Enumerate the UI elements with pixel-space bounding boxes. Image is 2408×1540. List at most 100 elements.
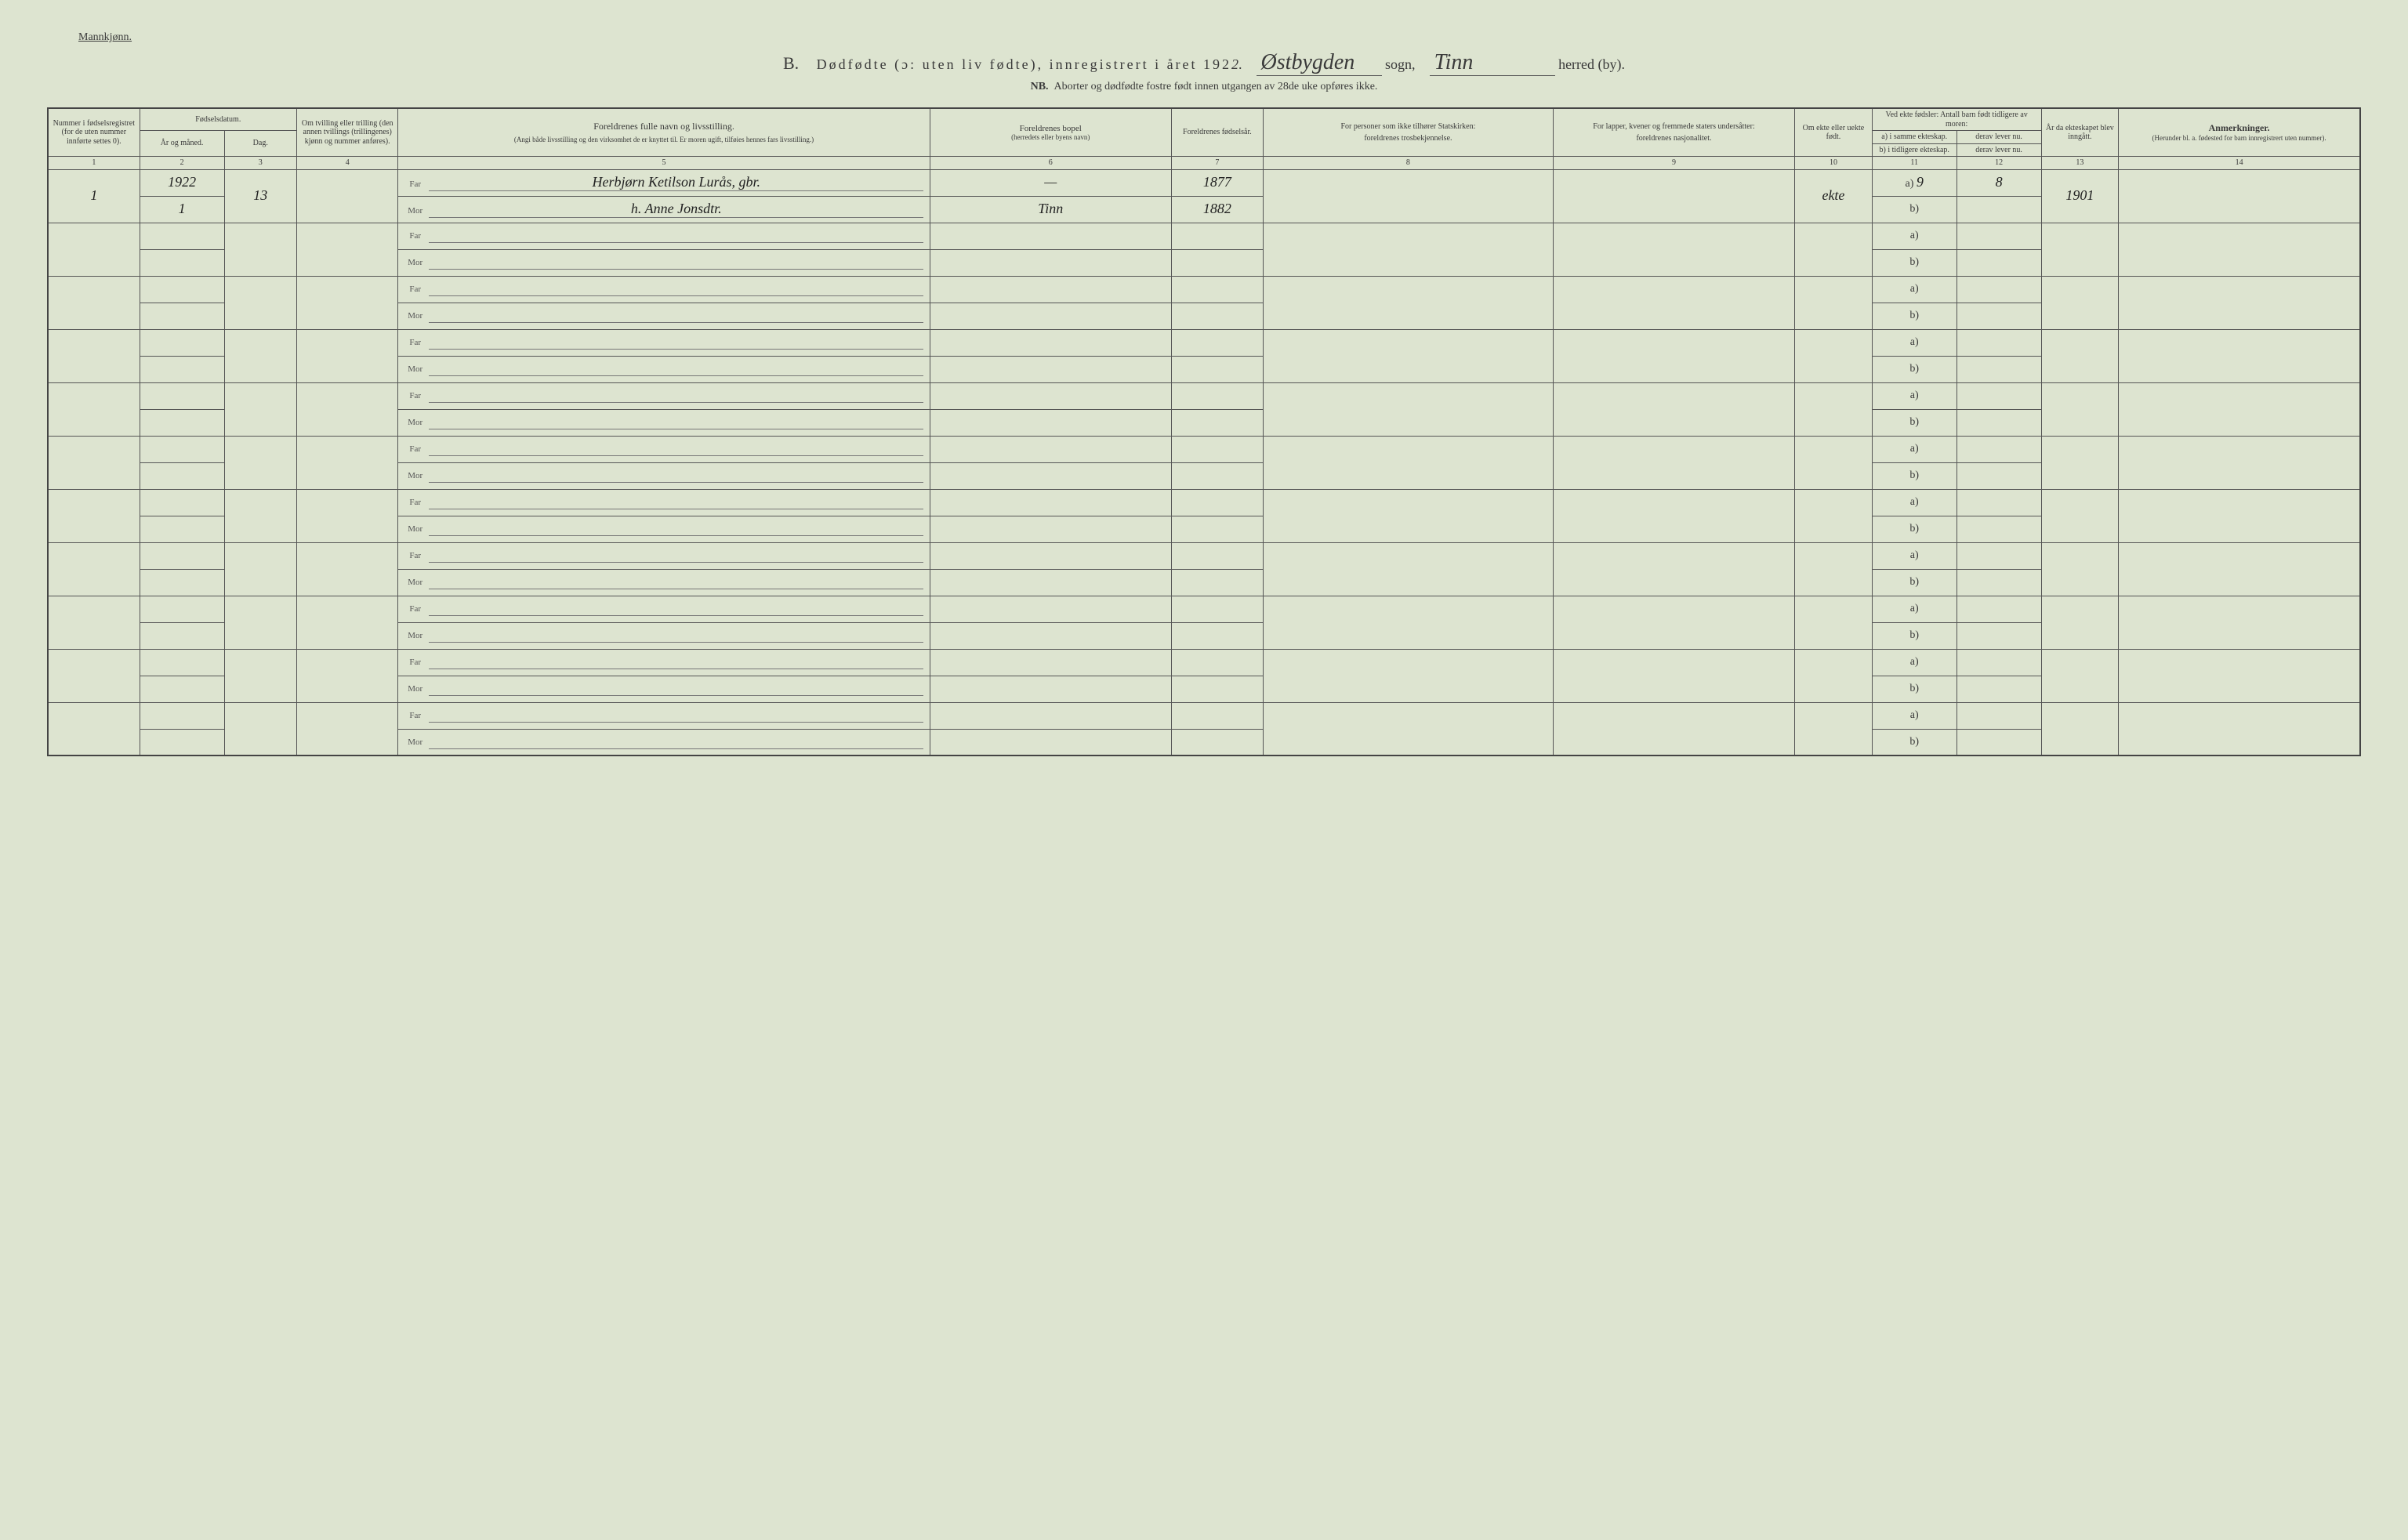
cell-tvilling — [296, 542, 397, 596]
cell-year — [140, 702, 224, 729]
colnum-12: 12 — [1956, 157, 2041, 170]
table-row-far: Far a) — [48, 542, 2360, 569]
herred-handwritten: Tinn — [1430, 50, 1555, 76]
colnum-1: 1 — [48, 157, 140, 170]
col-header-ekteskap-aar: År da ekte­skapet blev inn­gått. — [2041, 108, 2119, 157]
cell-far-name: Far — [398, 702, 930, 729]
colnum-4: 4 — [296, 157, 397, 170]
cell-anm — [2119, 169, 2360, 223]
cell-b: b) — [1872, 569, 1956, 596]
mor-label: Mor — [404, 684, 426, 694]
colnum-7: 7 — [1171, 157, 1263, 170]
mor-label: Mor — [404, 311, 426, 321]
cell-mor-name: Mor — [398, 676, 930, 702]
cell-b-lever — [1956, 303, 2041, 329]
col-header-a-lever: derav lever nu. — [1956, 131, 2041, 144]
cell-tros — [1263, 223, 1553, 276]
cell-far-name: Far — [398, 542, 930, 569]
cell-a-lever — [1956, 276, 2041, 303]
cell-mor-birthyear — [1171, 516, 1263, 542]
cell-far-birthyear — [1171, 329, 1263, 356]
cell-anm — [2119, 649, 2360, 702]
cell-ekte — [1795, 223, 1873, 276]
cell-far-bopel — [930, 276, 1171, 303]
cell-a-lever — [1956, 542, 2041, 569]
col-header-a-samme: a) i samme ekteskap. — [1872, 131, 1956, 144]
table-row-far: Far a) — [48, 702, 2360, 729]
cell-a-lever — [1956, 223, 2041, 249]
cell-ekteskap-year — [2041, 489, 2119, 542]
col9-title: For lapper, kvener og fremmede staters u… — [1556, 122, 1792, 132]
col14-sub: (Herunder bl. a. fødested for barn innre… — [2121, 134, 2357, 142]
cell-a-lever — [1956, 436, 2041, 462]
cell-far-name: Far — [398, 382, 930, 409]
cell-mor-birthyear — [1171, 462, 1263, 489]
cell-year — [140, 382, 224, 409]
cell-day — [224, 596, 296, 649]
cell-mor-bopel — [930, 516, 1171, 542]
mor-label: Mor — [404, 737, 426, 748]
cell-anm — [2119, 596, 2360, 649]
cell-nasj — [1553, 489, 1794, 542]
cell-tros — [1263, 329, 1553, 382]
cell-b-lever — [1956, 622, 2041, 649]
cell-a: a) — [1872, 702, 1956, 729]
cell-far-birthyear — [1171, 382, 1263, 409]
cell-anm — [2119, 382, 2360, 436]
cell-ekte — [1795, 436, 1873, 489]
cell-far-bopel — [930, 649, 1171, 676]
cell-far-birthyear — [1171, 276, 1263, 303]
cell-b: b) — [1872, 303, 1956, 329]
cell-b: b) — [1872, 249, 1956, 276]
page-title: B. Dødfødte (ɔ: uten liv fødte), innregi… — [47, 50, 2361, 76]
gender-label: Mannkjønn. — [78, 31, 2361, 44]
cell-mor-name: Mor — [398, 516, 930, 542]
cell-month — [140, 356, 224, 382]
cell-tvilling — [296, 276, 397, 329]
cell-mor-birthyear — [1171, 356, 1263, 382]
far-label: Far — [404, 179, 426, 190]
cell-month — [140, 622, 224, 649]
cell-b-lever — [1956, 356, 2041, 382]
cell-mor-name: Mor — [398, 622, 930, 649]
cell-b-lever — [1956, 569, 2041, 596]
cell-far-bopel — [930, 702, 1171, 729]
cell-anm — [2119, 276, 2360, 329]
title-main: Dødfødte (ɔ: uten liv fødte), innregistr… — [817, 56, 1231, 72]
register-table: Nummer i fødsels­registret (for de uten … — [47, 107, 2361, 756]
cell-far-bopel — [930, 382, 1171, 409]
cell-num — [48, 596, 140, 649]
cell-mor-name: Mor h. Anne Jonsdtr. — [398, 196, 930, 223]
register-page: Mannkjønn. B. Dødfødte (ɔ: uten liv født… — [47, 31, 2361, 756]
cell-nasj — [1553, 542, 1794, 596]
cell-nasj — [1553, 169, 1794, 223]
cell-mor-bopel — [930, 303, 1171, 329]
cell-day — [224, 489, 296, 542]
cell-mor-birthyear — [1171, 622, 1263, 649]
cell-year — [140, 329, 224, 356]
cell-a: a) — [1872, 276, 1956, 303]
cell-num — [48, 489, 140, 542]
cell-a-lever — [1956, 382, 2041, 409]
mor-label: Mor — [404, 524, 426, 534]
cell-a-lever: 8 — [1956, 169, 2041, 196]
col5-sub: (Angi både livsstilling og den virksomhe… — [401, 136, 927, 143]
far-label: Far — [404, 498, 426, 508]
cell-mor-birthyear — [1171, 249, 1263, 276]
cell-day — [224, 649, 296, 702]
cell-b-lever — [1956, 462, 2041, 489]
cell-nasj — [1553, 702, 1794, 756]
cell-nasj — [1553, 436, 1794, 489]
cell-tros — [1263, 596, 1553, 649]
cell-tros — [1263, 649, 1553, 702]
nb-text: Aborter og dødfødte fostre født innen ut… — [1054, 81, 1378, 92]
cell-day — [224, 276, 296, 329]
cell-mor-bopel: Tinn — [930, 196, 1171, 223]
nb-label: NB. — [1031, 81, 1049, 92]
cell-mor-birthyear — [1171, 303, 1263, 329]
cell-anm — [2119, 702, 2360, 756]
mor-label: Mor — [404, 418, 426, 428]
cell-mor-bopel — [930, 676, 1171, 702]
cell-ekteskap-year — [2041, 436, 2119, 489]
cell-b-lever — [1956, 729, 2041, 756]
